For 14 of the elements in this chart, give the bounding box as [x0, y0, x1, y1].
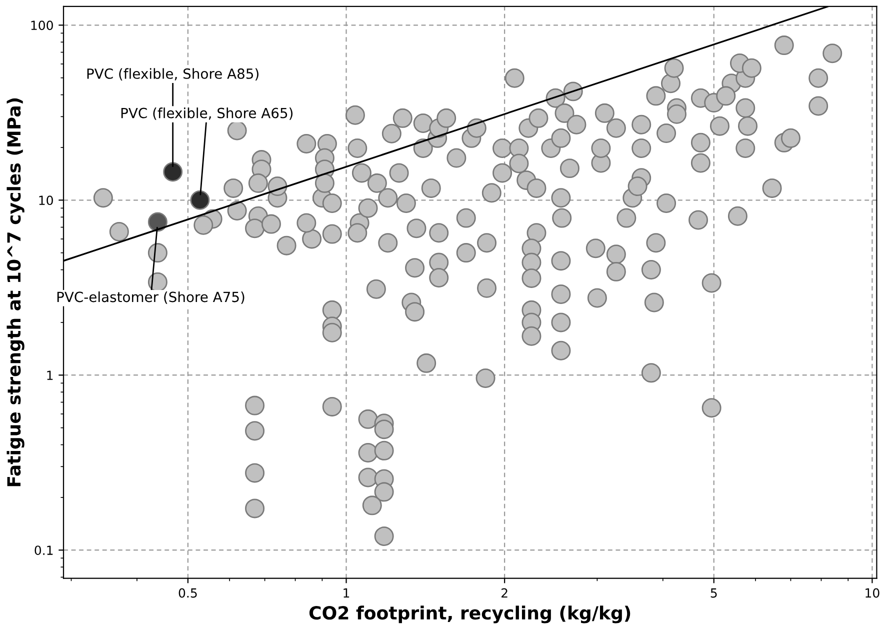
y-tick-label: 10 — [39, 196, 53, 206]
y-tick-label: 0.1 — [34, 546, 53, 556]
x-tick-label: 2 — [502, 588, 508, 598]
y-tick-label: 100 — [31, 20, 53, 30]
x-tick-label: 5 — [710, 588, 717, 598]
x-tick-label: 10 — [866, 588, 880, 598]
annotation: PVC (flexible, Shore A85) — [87, 68, 258, 81]
x-tick-label: 1 — [344, 588, 350, 598]
annotation: PVC (flexible, Shore A65) — [121, 108, 293, 120]
x-tick-label: 0.5 — [178, 588, 197, 598]
x-axis-title: CO2 footprint, recycling (kg/kg) — [309, 606, 630, 624]
y-tick-label: 1 — [47, 370, 53, 380]
y-axis-title: Fatigue strength at 10^7 cycles (MPa) — [6, 98, 24, 486]
annotation: PVC-elastomer (Shore A75) — [57, 291, 244, 304]
